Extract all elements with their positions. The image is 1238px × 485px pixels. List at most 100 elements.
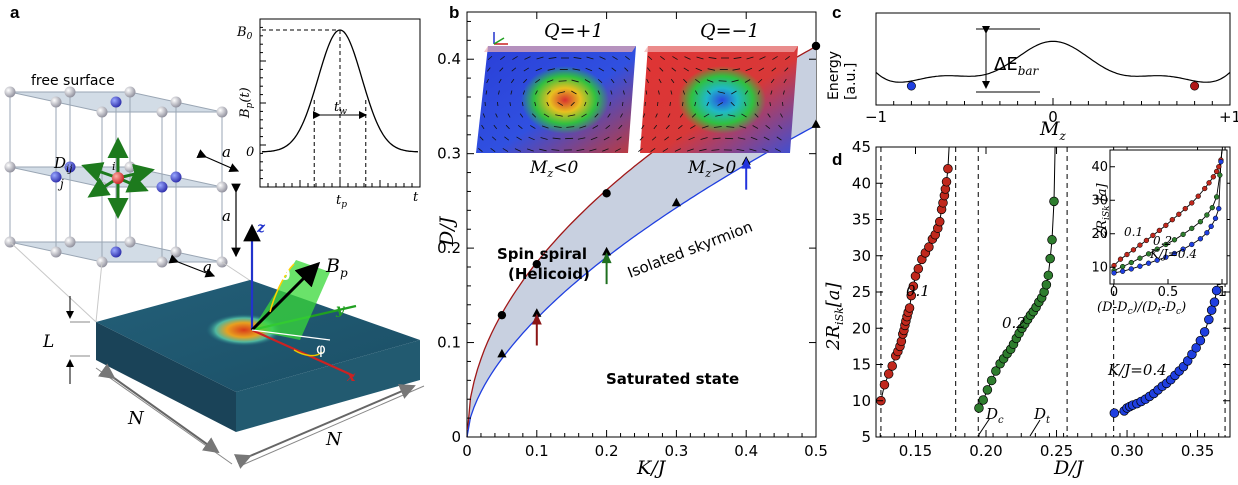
free-surface-label: free surface — [31, 73, 115, 89]
pulse-xlabel: t — [413, 190, 419, 205]
inset-data-point — [1204, 213, 1209, 218]
c-ylabel-energy: Energy — [826, 51, 842, 100]
inset-data-point — [1144, 238, 1149, 243]
z-axis-label: z — [256, 220, 266, 236]
x-axis-label: x — [346, 369, 356, 385]
radius-data-point — [1207, 306, 1216, 315]
Bp-label: Bp — [325, 255, 348, 280]
radius-data-point — [935, 217, 944, 226]
inset-data-point — [1131, 247, 1136, 252]
panel-label-b: b — [449, 3, 459, 22]
inset-data-point — [1196, 194, 1201, 199]
inset-data-point — [1170, 217, 1175, 222]
d-ytick-label: 35 — [852, 211, 871, 229]
dij-label: Dij — [53, 154, 72, 175]
inset-data-point — [1207, 180, 1212, 185]
panel-label-a: a — [10, 3, 20, 22]
N-label-2: N — [325, 429, 343, 450]
q-minus-label: Q=−1 — [700, 20, 760, 42]
lattice-site — [65, 237, 76, 248]
energy-minimum-marker — [1190, 82, 1198, 90]
pulse-ylabel: Bp(t) — [238, 87, 255, 119]
inset-data-point — [1176, 212, 1181, 217]
panel-label-c: c — [832, 3, 841, 22]
inset-data-point — [1219, 159, 1224, 164]
d-label-04: K/J=0.4 — [1107, 361, 1167, 379]
pulse-ytick-zero: 0 — [246, 145, 254, 160]
mz-positive-label: Mz>0 — [687, 158, 736, 180]
d-xtick-label: 0.30 — [1110, 442, 1143, 460]
inset-data-point — [1183, 206, 1188, 211]
inset-data-point — [1198, 236, 1203, 241]
radius-data-point — [914, 264, 923, 273]
lattice-site-blue — [171, 172, 182, 183]
skyrmion-inset-q-plus — [476, 46, 636, 153]
pulse-ytick-peak: B0 — [236, 25, 253, 42]
inset-data-point — [1146, 261, 1151, 266]
L-label: L — [42, 332, 54, 352]
inset-data-point — [1157, 228, 1162, 233]
inset-xtick-label: 0 — [1110, 285, 1118, 300]
a-label-1: a — [222, 143, 231, 161]
b-ytick-label: 0 — [451, 428, 461, 446]
radius-data-point — [1050, 197, 1059, 206]
lattice-site — [51, 97, 62, 108]
inset-data-point — [1189, 201, 1194, 206]
a-label-3: a — [203, 258, 212, 276]
inset-data-point — [1129, 267, 1134, 272]
d-xtick-label: 0.15 — [899, 442, 932, 460]
spin-arrow — [559, 81, 567, 82]
radius-data-point — [944, 164, 953, 173]
inset-label-01: 0.1 — [1124, 225, 1143, 239]
d-ytick-label: 20 — [852, 319, 871, 337]
d-ytick-label: 40 — [852, 174, 871, 192]
inset-data-point — [1129, 260, 1134, 265]
lattice-site — [217, 182, 228, 193]
lattice-site — [5, 87, 16, 98]
inset-data-point — [1217, 173, 1222, 178]
d-xtick-label: 0.20 — [969, 442, 1002, 460]
radius-data-point — [888, 362, 897, 371]
c-xtick-label: −1 — [865, 108, 887, 126]
inset-ytick-label: 40 — [1091, 160, 1108, 175]
lattice — [5, 87, 228, 268]
N-label-1: N — [127, 408, 145, 429]
b-ytick-label: 0.1 — [437, 334, 461, 352]
d-ytick-label: 10 — [852, 392, 871, 410]
spin-arrow — [782, 102, 783, 106]
lattice-site — [157, 107, 168, 118]
lattice-site — [171, 97, 182, 108]
c-xlabel: Mz — [1039, 118, 1066, 143]
inset-data-point — [1213, 216, 1218, 221]
d-label-02: 0.2 — [1002, 314, 1026, 332]
theta-label: θ — [280, 266, 290, 284]
inset-xlabel: (D-Dc)/(Dt-Dc) — [1097, 300, 1186, 317]
radius-data-point — [924, 243, 933, 252]
lattice-site — [5, 162, 16, 173]
inset-data-point — [1210, 205, 1215, 210]
inset-data-point — [1120, 269, 1125, 274]
radius-data-point — [1204, 315, 1213, 324]
region-saturated: Saturated state — [606, 370, 739, 388]
radius-data-point — [884, 370, 893, 379]
d-ytick-label: 5 — [861, 428, 871, 446]
inset-xtick-label: 1 — [1218, 285, 1226, 300]
d-ytick-label: 25 — [852, 283, 871, 301]
inset-data-point — [1211, 174, 1216, 179]
inset-data-point — [1172, 237, 1177, 242]
inset-data-point — [1209, 224, 1214, 229]
b-xtick-label: 0.3 — [664, 442, 688, 460]
y-axis-label: y — [335, 302, 345, 318]
inset-data-point — [1214, 195, 1219, 200]
inset-ytick-label: 10 — [1091, 260, 1108, 275]
inset-data-point — [1138, 243, 1143, 248]
radius-data-point — [1048, 235, 1057, 244]
b-xtick-label: 0 — [462, 442, 472, 460]
radius-data-point — [1110, 409, 1119, 418]
c-ylabel-units: [a.u.] — [843, 63, 859, 100]
radius-data-point — [987, 376, 996, 385]
upper-boundary-point — [812, 42, 820, 50]
